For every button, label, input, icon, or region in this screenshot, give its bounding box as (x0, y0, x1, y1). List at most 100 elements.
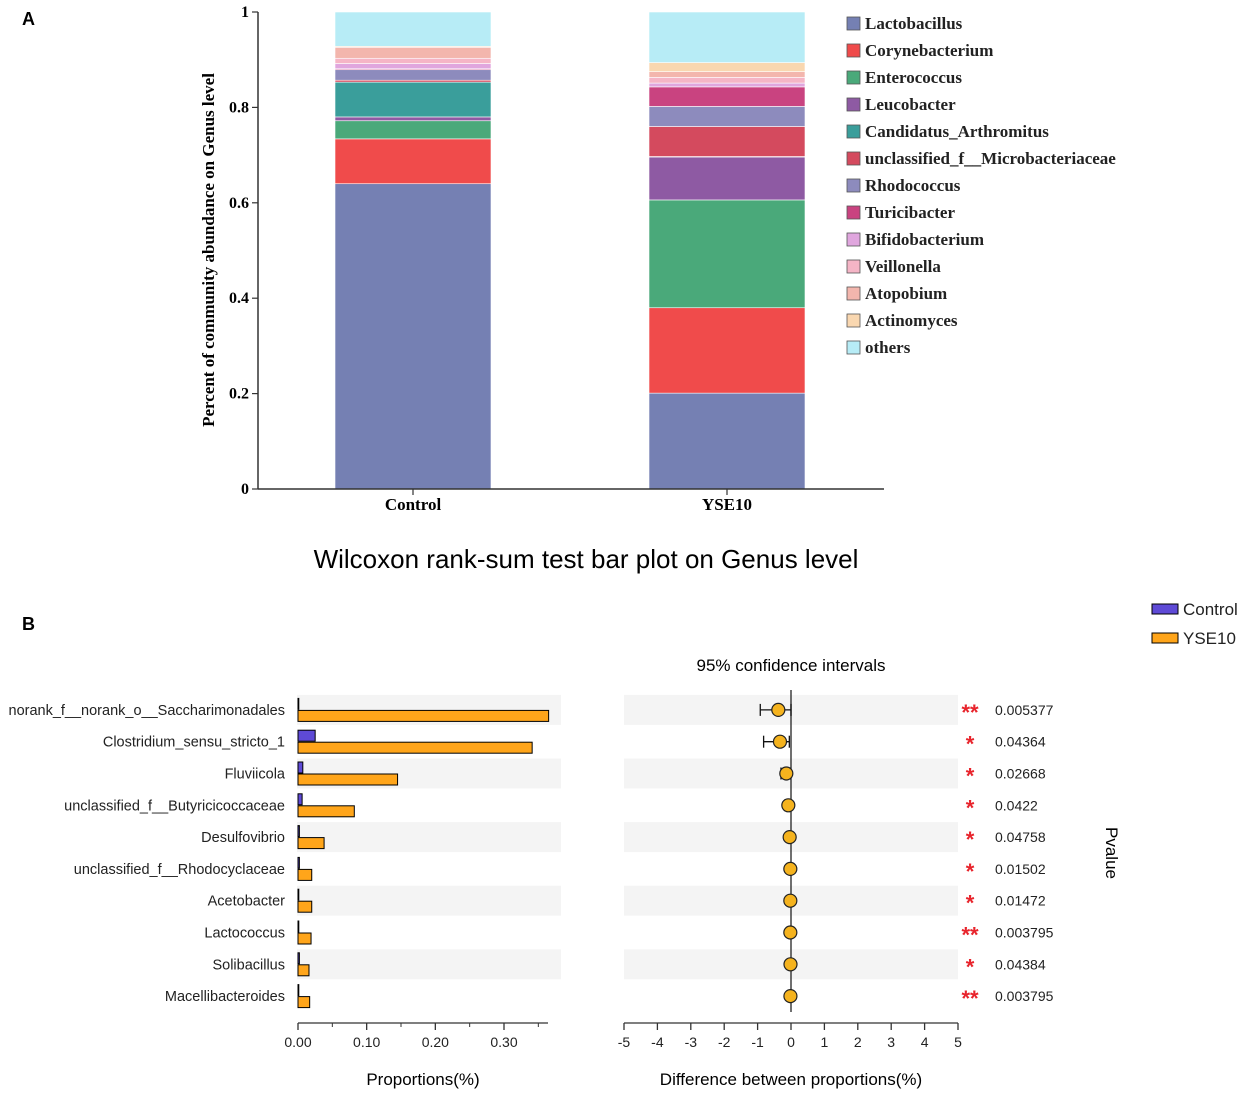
category-label-macellibacteroides: Macellibacteroides (165, 989, 285, 1005)
legend-label-candidatus-arthromitus: Candidatus_Arthromitus (865, 122, 1049, 141)
bar-unclassified-f-rhodocyclaceae-control (297, 856, 300, 869)
ci-point-clostridium-sensu-stricto-1 (772, 734, 788, 749)
row-stripe-left-8 (297, 949, 561, 980)
bar-yse10-enterococcus (648, 199, 806, 309)
stacked-chart-legend: Lactobacillus Corynebacterium Enterococcus… (846, 14, 1116, 357)
legend-swatch-yse10 (1151, 632, 1179, 644)
bar-yse10-unclassified-f-microbacteriaceae (648, 126, 806, 157)
legend-swatch-leucobacter (846, 97, 861, 112)
ci-point-solibacillus (783, 957, 798, 972)
bar-desulfovibrio-yse10 (297, 837, 325, 850)
bar-clostridium-sensu-stricto-1-yse10 (297, 741, 533, 754)
difference-tick-label-2: -3 (685, 1034, 698, 1050)
wilcoxon-chart: Control YSE10 95% confidence intervals no… (9, 600, 1238, 1089)
panel-b-title: Wilcoxon rank-sum test bar plot on Genus… (314, 544, 859, 574)
category-label-clostridium-sensu-stricto-1: Clostridium_sensu_stricto_1 (103, 735, 285, 751)
y-tick-label-2: 0.4 (229, 290, 249, 307)
difference-tick-label-6: 1 (821, 1034, 829, 1050)
legend-label-others: others (865, 338, 911, 357)
bar-control-bifidobacterium (334, 63, 492, 70)
category-label-unclassified-f-rhodocyclaceae: unclassified_f__Rhodocyclaceae (74, 862, 285, 878)
y-tick-label-1: 0.2 (229, 386, 249, 403)
bar-macellibacteroides-control (297, 984, 300, 997)
ci-point-unclassified-f-butyricicoccaceae (781, 798, 796, 813)
pvalue-unclassified-f-rhodocyclaceae: 0.01502 (995, 861, 1046, 877)
row-stripe-left-6 (297, 885, 561, 916)
bar-fluviicola-control (297, 761, 304, 774)
legend-label-lactobacillus: Lactobacillus (865, 14, 963, 33)
y-tick-label-0: 0 (241, 481, 249, 498)
significance-stars-unclassified-f-rhodocyclaceae: * (966, 859, 975, 884)
pvalue-norank-f-norank-o-saccharimonadales: 0.005377 (995, 702, 1054, 718)
bar-acetobacter-yse10 (297, 900, 313, 913)
ci-point-desulfovibrio (782, 829, 797, 845)
bar-control-others (334, 11, 492, 47)
significance-stars-desulfovibrio: * (966, 827, 975, 852)
wilcoxon-legend: Control YSE10 (1151, 600, 1238, 648)
bar-yse10-turicibacter (648, 86, 806, 107)
bar-fluviicola-yse10 (297, 773, 399, 786)
bar-yse10-veillonella (648, 77, 806, 84)
pvalue-clostridium-sensu-stricto-1: 0.04364 (995, 734, 1046, 750)
legend-label-leucobacter: Leucobacter (865, 95, 956, 114)
legend-label-control: Control (1183, 600, 1238, 619)
legend-swatch-control (1151, 603, 1179, 615)
ci-point-acetobacter (783, 893, 798, 908)
y-tick-label-3: 0.6 (229, 195, 249, 212)
legend-swatch-atopobium (846, 286, 861, 301)
category-label-desulfovibrio: Desulfovibrio (201, 830, 285, 846)
legend-swatch-enterococcus (846, 70, 861, 85)
pvalue-desulfovibrio: 0.04758 (995, 829, 1046, 845)
stacked-bar-chart: Percent of community abundance on Genus … (199, 4, 1116, 514)
legend-label-unclassified-f-microbacteriaceae: unclassified_f__Microbacteriaceae (865, 149, 1116, 168)
pvalue-macellibacteroides: 0.003795 (995, 988, 1054, 1004)
x-tick-label-yse10: YSE10 (702, 495, 752, 514)
proportions-tick-label-3: 0.30 (490, 1034, 517, 1050)
legend-swatch-unclassified-f-microbacteriaceae (846, 151, 861, 166)
bar-control-corynebacterium (334, 138, 492, 185)
difference-x-axis-label: Difference between proportions(%) (660, 1070, 922, 1089)
legend-swatch-corynebacterium (846, 43, 861, 58)
stacked-chart-y-axis-label: Percent of community abundance on Genus … (199, 73, 218, 427)
legend-swatch-rhodococcus (846, 178, 861, 193)
legend-label-corynebacterium: Corynebacterium (865, 41, 993, 60)
x-tick-label-control: Control (385, 495, 442, 514)
pvalue-fluviicola: 0.02668 (995, 766, 1046, 782)
significance-stars-macellibacteroides: ** (961, 986, 979, 1011)
y-tick-label-4: 0.8 (229, 99, 249, 116)
difference-tick-label-0: -5 (618, 1034, 631, 1050)
difference-tick-label-1: -4 (651, 1034, 664, 1050)
bar-yse10-others (648, 11, 806, 63)
difference-tick-label-3: -2 (718, 1034, 731, 1050)
legend-label-yse10: YSE10 (1183, 629, 1236, 648)
bar-acetobacter-control (297, 888, 300, 901)
ci-point-unclassified-f-rhodocyclaceae (783, 861, 798, 877)
significance-stars-unclassified-f-butyricicoccaceae: * (966, 795, 975, 820)
pvalue-solibacillus: 0.04384 (995, 956, 1046, 972)
bar-norank-f-norank-o-saccharimonadales-control (297, 697, 300, 710)
category-label-fluviicola: Fluviicola (225, 767, 286, 783)
significance-stars-clostridium-sensu-stricto-1: * (966, 732, 975, 757)
bar-control-rhodococcus (334, 69, 492, 81)
legend-swatch-turicibacter (846, 205, 861, 220)
significance-stars-solibacillus: * (966, 954, 975, 979)
row-stripe-left-4 (297, 822, 561, 853)
difference-tick-label-5: 0 (787, 1034, 795, 1050)
legend-label-actinomyces: Actinomyces (865, 311, 958, 330)
bar-yse10-lactobacillus (648, 392, 806, 490)
significance-stars-fluviicola: * (966, 764, 975, 789)
bar-control-atopobium (334, 46, 492, 59)
difference-tick-label-10: 5 (954, 1034, 962, 1050)
bar-control-candidatus-arthromitus (334, 81, 492, 118)
bar-control-veillonella (334, 57, 492, 64)
y-tick-label-5: 1 (241, 4, 249, 21)
legend-swatch-lactobacillus (846, 16, 861, 31)
bar-solibacillus-control (297, 952, 300, 965)
legend-label-rhodococcus: Rhodococcus (865, 176, 961, 195)
bar-yse10-bifidobacterium (648, 82, 806, 88)
bar-yse10-actinomyces (648, 62, 806, 72)
proportions-tick-label-2: 0.20 (422, 1034, 449, 1050)
legend-label-bifidobacterium: Bifidobacterium (865, 230, 984, 249)
legend-swatch-actinomyces (846, 313, 861, 328)
